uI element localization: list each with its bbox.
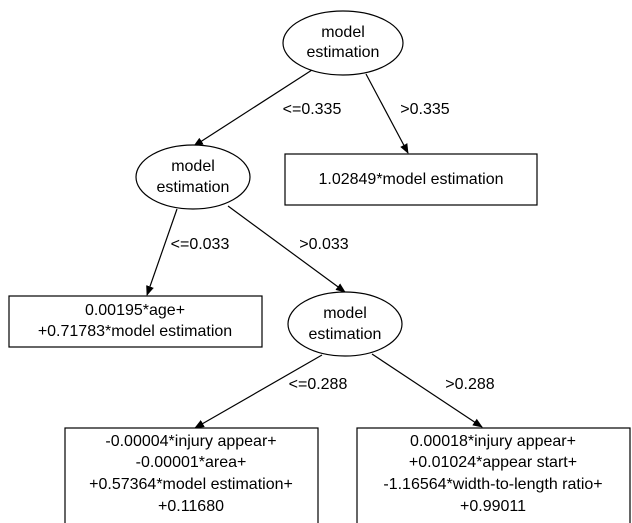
- node: [282, 10, 404, 76]
- node-label: model: [171, 158, 215, 175]
- leaf: [64, 427, 319, 523]
- edge: [365, 73, 409, 154]
- leaf-label: +0.71783*model estimation: [38, 323, 232, 340]
- edge: [193, 69, 313, 147]
- edge-label: >0.335: [400, 101, 449, 118]
- edge: [227, 205, 346, 293]
- node-label: model: [323, 305, 367, 322]
- node-label: estimation: [157, 179, 230, 196]
- node: [135, 144, 251, 210]
- edge-label: <=0.335: [283, 101, 342, 118]
- edge: [194, 354, 323, 429]
- leaf-label: +0.57364*model estimation+: [89, 476, 293, 493]
- leaf-label: 0.00195*age+: [85, 302, 185, 319]
- leaf: [356, 427, 631, 523]
- edge-label: <=0.033: [171, 236, 230, 253]
- leaf-label: 1.02849*model estimation: [318, 171, 503, 188]
- node: [287, 291, 403, 357]
- node-label: estimation: [309, 326, 382, 343]
- edge: [146, 208, 178, 296]
- leaf: [284, 153, 538, 206]
- edge-label: >0.033: [299, 236, 348, 253]
- leaf-label: -0.00004*injury appear+: [105, 433, 276, 450]
- edge-label: <=0.288: [289, 376, 348, 393]
- edge: [371, 353, 483, 428]
- leaf-label: -0.00001*area+: [136, 454, 247, 471]
- leaf-label: 0.00018*injury appear+: [410, 433, 576, 450]
- leaf: [8, 295, 263, 348]
- leaf-label: -1.16564*width-to-length ratio+: [383, 476, 602, 493]
- node-label: estimation: [307, 44, 380, 61]
- edge-label: >0.288: [445, 376, 494, 393]
- leaf-label: +0.01024*appear start+: [409, 454, 577, 471]
- node-label: model: [321, 24, 365, 41]
- leaf-label: +0.11680: [158, 498, 224, 515]
- leaf-label: +0.99011: [460, 498, 526, 515]
